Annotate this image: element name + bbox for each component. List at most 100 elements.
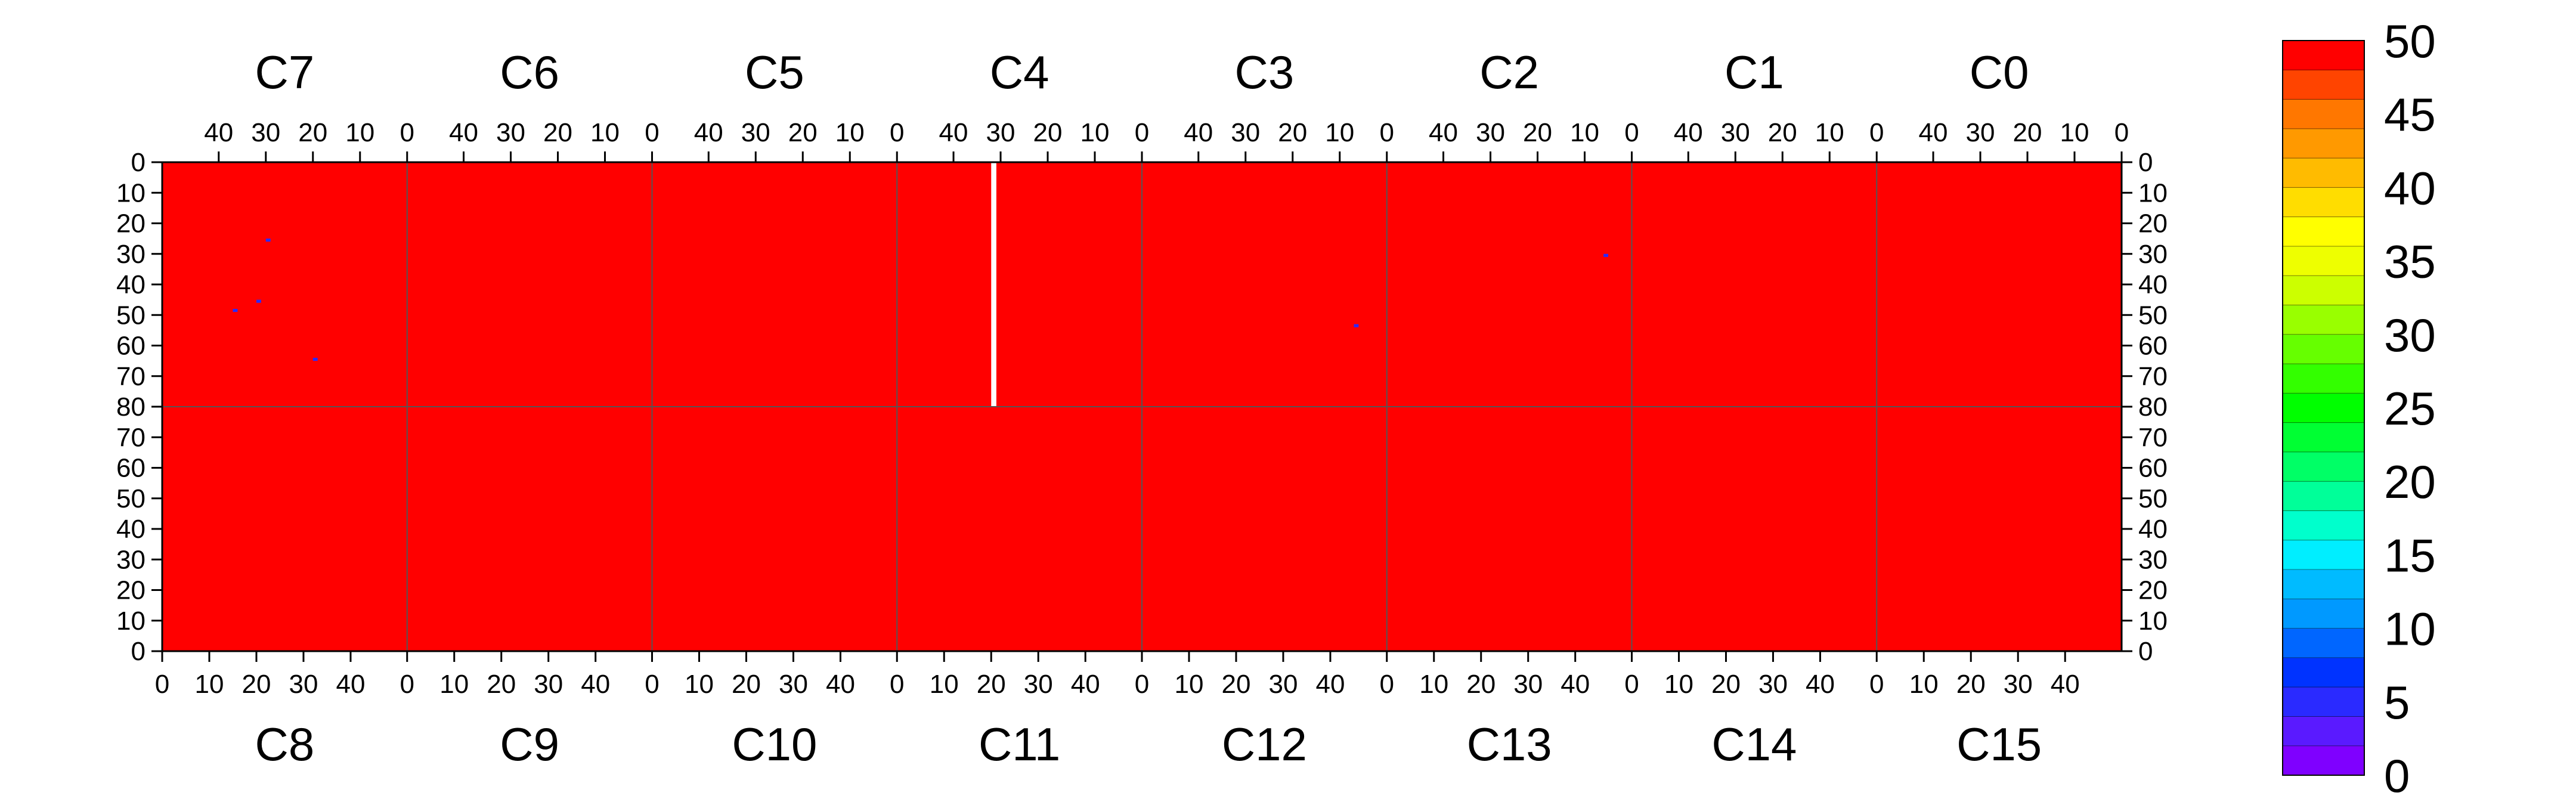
- colorbar-tick-label: 40: [2384, 162, 2436, 214]
- top-col-tick-label: 0: [1380, 118, 1394, 147]
- top-col-tick-label: 0: [1624, 118, 1639, 147]
- bottom-row-tick-label: 30: [116, 545, 145, 574]
- bottom-row-tick-label: 20: [116, 576, 145, 605]
- bottom-col-tick-label: 30: [1268, 670, 1298, 699]
- top-col-tick-label: 0: [1135, 118, 1149, 147]
- bottom-col-tick-label: 40: [2051, 670, 2080, 699]
- colorbar-band: [2283, 305, 2364, 335]
- top-col-tick-label: 10: [590, 118, 620, 147]
- colorbar-band: [2283, 334, 2364, 364]
- bottom-col-tick-label: 20: [977, 670, 1006, 699]
- top-row-tick-label: 40: [2138, 270, 2168, 299]
- top-row-tick-label: 50: [116, 301, 145, 330]
- colorbar-band: [2283, 422, 2364, 453]
- colorbar-band: [2283, 481, 2364, 511]
- top-col-tick-label: 0: [400, 118, 414, 147]
- top-col-tick-label: 40: [449, 118, 478, 147]
- top-col-tick-label: 40: [1184, 118, 1213, 147]
- bottom-row-tick-label: 60: [116, 454, 145, 483]
- bottom-col-tick-label: 0: [645, 670, 659, 699]
- top-col-tick-label: 30: [986, 118, 1015, 147]
- bottom-row-tick-label: 70: [2138, 423, 2168, 452]
- bottom-col-tick-label: 10: [1419, 670, 1448, 699]
- top-col-tick-label: 30: [1231, 118, 1260, 147]
- chip-label-bottom: C13: [1467, 718, 1552, 770]
- highlight-cell: [1354, 324, 1359, 327]
- top-col-tick-label: 40: [1674, 118, 1703, 147]
- bottom-col-tick-label: 10: [1664, 670, 1693, 699]
- top-col-tick-label: 20: [298, 118, 327, 147]
- colorbar-band: [2283, 569, 2364, 599]
- colorbar-tick-label: 30: [2384, 309, 2436, 361]
- highlight-cell: [312, 358, 318, 361]
- top-row-tick-label: 30: [2138, 240, 2168, 269]
- highlight-cell: [265, 239, 271, 242]
- chip-label-bottom: C9: [500, 718, 559, 770]
- bottom-row-tick-label: 0: [2138, 637, 2153, 666]
- bottom-col-tick-label: 40: [336, 670, 365, 699]
- chip-label-top: C1: [1724, 46, 1784, 98]
- top-row-tick-label: 20: [116, 209, 145, 239]
- top-row-tick-label: 70: [2138, 362, 2168, 391]
- bottom-col-tick-label: 20: [487, 670, 516, 699]
- chip-label-top: C4: [990, 46, 1049, 98]
- bottom-col-tick-label: 20: [1222, 670, 1251, 699]
- colorbar-band: [2283, 275, 2364, 306]
- bottom-col-tick-label: 30: [1024, 670, 1053, 699]
- colorbar-band: [2283, 599, 2364, 629]
- top-row-tick-label: 60: [116, 332, 145, 361]
- top-row-tick-label: 0: [131, 148, 145, 177]
- top-col-tick-label: 0: [2114, 118, 2129, 147]
- top-col-tick-label: 0: [890, 118, 904, 147]
- top-col-tick-label: 10: [835, 118, 865, 147]
- top-col-tick-label: 30: [741, 118, 770, 147]
- top-col-tick-label: 30: [1476, 118, 1505, 147]
- colorbar-tick-label: 35: [2384, 236, 2436, 288]
- top-col-tick-label: 20: [1523, 118, 1552, 147]
- bottom-col-tick-label: 0: [890, 670, 904, 699]
- bottom-col-tick-label: 0: [400, 670, 414, 699]
- top-row-tick-label: 40: [116, 270, 145, 299]
- colorbar-tick-label: 50: [2384, 15, 2436, 67]
- top-row-tick-label: 10: [116, 178, 145, 208]
- bottom-row-tick-label: 50: [2138, 484, 2168, 513]
- colorbar-tick-label: 10: [2384, 603, 2436, 655]
- bottom-col-tick-label: 20: [732, 670, 761, 699]
- colorbar-band: [2283, 187, 2364, 218]
- top-col-tick-label: 30: [251, 118, 280, 147]
- top-col-tick-label: 20: [543, 118, 572, 147]
- top-col-tick-label: 10: [1080, 118, 1110, 147]
- top-col-tick-label: 20: [2013, 118, 2042, 147]
- chip-label-bottom: C11: [979, 718, 1060, 770]
- bottom-col-tick-label: 20: [1956, 670, 1986, 699]
- top-row-tick-label: 70: [116, 362, 145, 391]
- bottom-col-tick-label: 40: [1561, 670, 1590, 699]
- colorbar-band: [2283, 364, 2364, 394]
- bottom-row-tick-label: 0: [131, 637, 145, 666]
- chip-label-bottom: C15: [1956, 718, 2042, 770]
- chip-label-bottom: C8: [255, 718, 315, 770]
- colorbar-tick-label: 5: [2384, 676, 2410, 729]
- highlight-cell: [233, 309, 238, 312]
- bottom-col-tick-label: 30: [289, 670, 318, 699]
- bottom-row-tick-label: 50: [116, 484, 145, 513]
- colorbar-band: [2283, 745, 2364, 776]
- chip-labels: C7 C6 C5 C4 C3 C2 C1 C0 C8 C9 C10 C11 C12 C13 C14 C15: [255, 46, 2042, 770]
- top-col-tick-label: 10: [1570, 118, 1599, 147]
- top-col-tick-label: 20: [1768, 118, 1797, 147]
- top-row-tick-label: 10: [2138, 178, 2168, 208]
- colorbar-tick-label: 45: [2384, 88, 2436, 141]
- bottom-col-tick-label: 0: [1624, 670, 1639, 699]
- colorbar-band: [2283, 510, 2364, 541]
- colorbar-tick-label: 20: [2384, 456, 2436, 508]
- bottom-col-tick-label: 0: [1380, 670, 1394, 699]
- bottom-col-tick-label: 30: [2004, 670, 2033, 699]
- bottom-col-tick-label: 0: [1135, 670, 1149, 699]
- colorbar-tick-label: 25: [2384, 382, 2436, 435]
- bottom-row-tick-label: 40: [116, 515, 145, 544]
- colorbar-frame: [2282, 40, 2365, 776]
- top-col-tick-label: 20: [1033, 118, 1063, 147]
